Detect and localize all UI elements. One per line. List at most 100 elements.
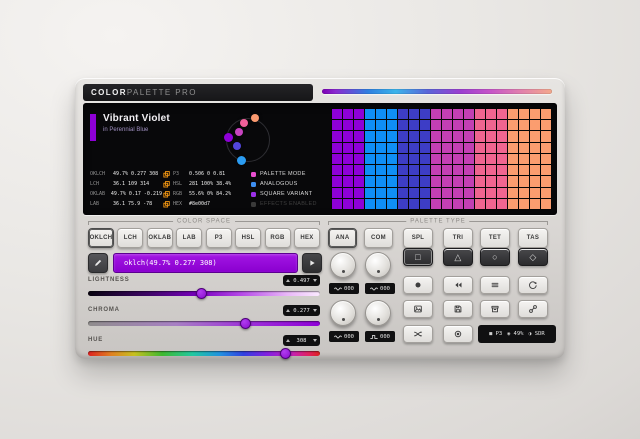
palette-cell[interactable] [387,142,397,153]
palette-cell[interactable] [508,187,518,198]
palette-cell[interactable] [475,109,485,120]
palette-cell[interactable] [486,131,496,142]
palette-cell[interactable] [387,176,397,187]
palette-cell[interactable] [541,165,551,176]
palette-cell[interactable] [365,109,375,120]
palette-type-button-ana[interactable]: ANA [328,228,357,248]
palette-cell[interactable] [343,187,353,198]
palette-cell[interactable] [453,198,463,209]
palette-cell[interactable] [486,142,496,153]
palette-cell[interactable] [354,176,364,187]
export-image-button[interactable] [403,300,433,318]
palette-cell[interactable] [332,153,342,165]
palette-cell[interactable] [398,142,408,153]
palette-cell[interactable] [464,153,474,165]
palette-cell[interactable] [453,120,463,131]
palette-cell[interactable] [431,165,441,176]
palette-cell[interactable] [442,131,452,142]
palette-cell[interactable] [453,187,463,198]
hue-thumb[interactable] [279,347,291,359]
palette-cell[interactable] [343,176,353,187]
palette-cell[interactable] [332,187,342,198]
palette-cell[interactable] [475,142,485,153]
palette-type-button-tet[interactable]: TET [480,228,510,248]
palette-cell[interactable] [497,198,507,209]
palette-cell[interactable] [453,109,463,120]
palette-cell[interactable] [497,165,507,176]
hue-slider[interactable] [88,347,320,359]
wheel-dot[interactable] [251,114,259,122]
palette-cell[interactable] [365,131,375,142]
palette-cell[interactable] [508,131,518,142]
palette-cell[interactable] [486,153,496,165]
palette-cell[interactable] [530,187,540,198]
palette-cell[interactable] [420,198,430,209]
palette-cell[interactable] [530,142,540,153]
color-space-button-lch[interactable]: LCH [117,228,144,248]
palette-cell[interactable] [541,109,551,120]
palette-cell[interactable] [420,165,430,176]
palette-cell[interactable] [541,131,551,142]
palette-cell[interactable] [376,142,386,153]
palette-cell[interactable] [475,153,485,165]
stepper-up-icon[interactable] [286,279,290,282]
palette-cell[interactable] [431,142,441,153]
palette-cell[interactable] [442,176,452,187]
palette-cell[interactable] [431,187,441,198]
palette-cell[interactable] [420,109,430,120]
palette-cell[interactable] [332,142,342,153]
palette-cell[interactable] [486,165,496,176]
palette-cell[interactable] [365,142,375,153]
solo-button[interactable] [403,276,433,294]
palette-cell[interactable] [332,176,342,187]
stepper-up-icon[interactable] [286,339,290,342]
color-space-button-rgb[interactable]: RGB [264,228,291,248]
palette-cell[interactable] [486,176,496,187]
palette-cell[interactable] [442,142,452,153]
palette-cell[interactable] [464,176,474,187]
knob-4[interactable] [365,300,391,326]
palette-cell[interactable] [453,165,463,176]
palette-cell[interactable] [398,120,408,131]
palette-cell[interactable] [541,198,551,209]
palette-cell[interactable] [508,120,518,131]
palette-cell[interactable] [398,165,408,176]
menu-button[interactable] [480,276,510,294]
stepper-down-icon[interactable] [313,309,317,312]
triangle-variant-button[interactable]: △ [443,248,473,266]
palette-cell[interactable] [508,109,518,120]
palette-cell[interactable] [376,109,386,120]
palette-cell[interactable] [431,153,441,165]
palette-cell[interactable] [442,153,452,165]
palette-cell[interactable] [475,187,485,198]
palette-cell[interactable] [376,153,386,165]
palette-cell[interactable] [343,165,353,176]
palette-cell[interactable] [541,187,551,198]
knob-2[interactable] [365,252,391,278]
palette-cell[interactable] [420,176,430,187]
palette-cell[interactable] [497,131,507,142]
palette-cell[interactable] [475,131,485,142]
palette-cell[interactable] [442,120,452,131]
color-formula-input[interactable]: oklch(49.7% 0.277 308) [113,253,298,273]
palette-cell[interactable] [343,153,353,165]
link-button[interactable] [518,300,548,318]
palette-cell[interactable] [464,187,474,198]
palette-cell[interactable] [387,187,397,198]
palette-cell[interactable] [409,165,419,176]
palette-cell[interactable] [387,131,397,142]
palette-cell[interactable] [420,187,430,198]
palette-cell[interactable] [365,176,375,187]
rewind-button[interactable] [443,276,473,294]
palette-cell[interactable] [387,198,397,209]
stepper-up-icon[interactable] [286,309,290,312]
palette-cell[interactable] [464,131,474,142]
color-space-button-hex[interactable]: HEX [293,228,320,248]
save-button[interactable] [443,300,473,318]
palette-cell[interactable] [354,131,364,142]
palette-cell[interactable] [343,120,353,131]
palette-cell[interactable] [475,198,485,209]
palette-cell[interactable] [332,109,342,120]
palette-cell[interactable] [464,109,474,120]
palette-cell[interactable] [365,153,375,165]
